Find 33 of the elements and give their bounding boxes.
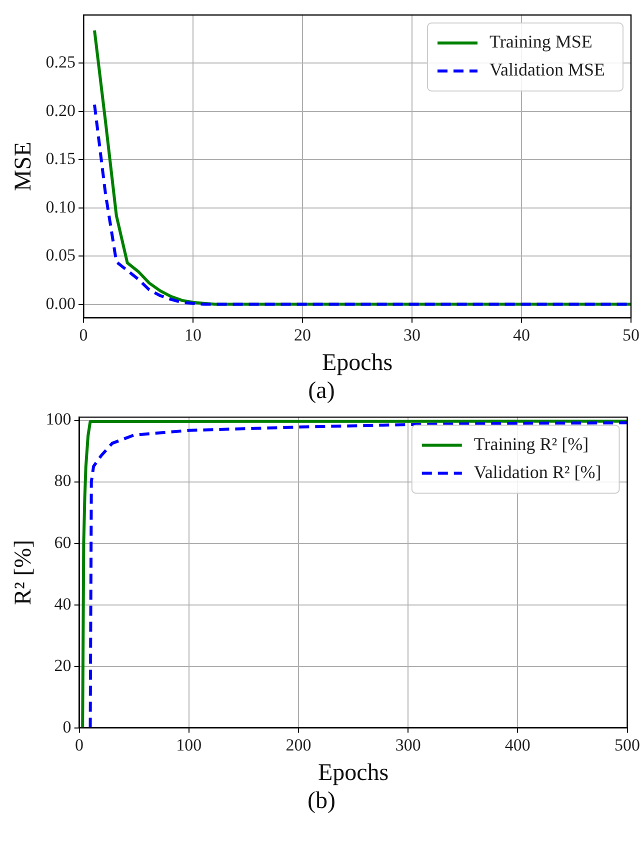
x-tick-label: 10: [184, 325, 202, 344]
legend-label: Validation MSE: [490, 60, 606, 80]
legend-label: Validation R² [%]: [474, 462, 602, 482]
y-tick-label: 0.15: [46, 149, 76, 168]
x-tick-label: 200: [286, 735, 312, 754]
x-axis-title: Epochs: [318, 760, 389, 786]
x-tick-label: 300: [395, 735, 421, 754]
x-tick-label: 40: [513, 325, 530, 344]
y-tick-label: 0.05: [46, 246, 76, 265]
y-tick-label: 80: [54, 471, 72, 490]
x-tick-label: 100: [176, 735, 202, 754]
legend-label: Training MSE: [490, 32, 592, 52]
x-tick-label: 0: [79, 325, 88, 344]
legend-label: Training R² [%]: [474, 434, 589, 454]
y-tick-label: 0.20: [46, 100, 76, 120]
y-tick-label: 20: [54, 656, 72, 675]
x-tick-label: 50: [622, 325, 640, 344]
y-tick-label: 40: [54, 594, 72, 614]
y-tick-label: 0.00: [46, 294, 76, 313]
x-tick-label: 20: [294, 325, 312, 344]
y-axis-title: R² [%]: [10, 540, 37, 606]
y-tick-label: 0: [62, 717, 72, 736]
x-tick-label: 30: [404, 325, 421, 344]
y-axis-title: MSE: [10, 142, 37, 192]
text: (b): [306, 788, 336, 814]
x-axis-title: Epochs: [322, 350, 393, 376]
x-tick-label: 400: [504, 735, 530, 754]
text: (a): [307, 378, 336, 404]
y-tick-label: 100: [46, 410, 72, 429]
y-tick-label: 0.25: [46, 52, 76, 72]
y-tick-label: 0.10: [46, 197, 76, 216]
y-tick-label: 60: [54, 532, 72, 552]
x-tick-label: 500: [614, 735, 640, 754]
